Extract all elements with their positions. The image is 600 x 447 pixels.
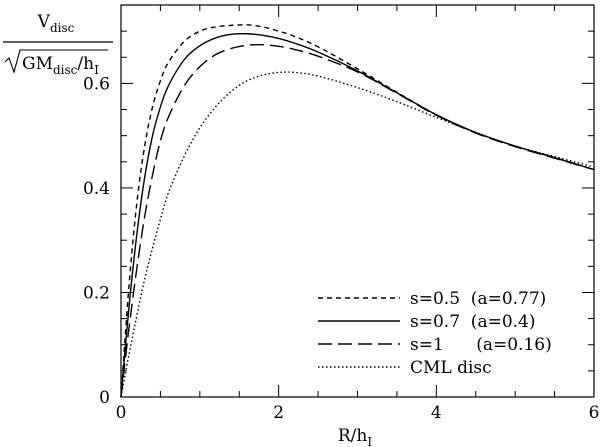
ylabel-numerator: Vdisc [37, 12, 75, 35]
xlabel-main: R/h [338, 426, 368, 446]
ylabel-v: V [37, 12, 51, 32]
legend-label-s07: s=0.7 (a=0.4) [410, 312, 536, 332]
curves [120, 24, 595, 398]
ylabel-h: /h [77, 54, 94, 74]
y-tick-label: 0.2 [83, 283, 110, 303]
ylabel-h-sub: I [94, 63, 99, 77]
curve-s1 [120, 43, 595, 398]
ylabel-group: Vdisc GMdisc/hI [3, 12, 113, 77]
legend-label-s05: s=0.5 (a=0.77) [410, 289, 546, 309]
xlabel-sub: I [367, 435, 372, 447]
legend: s=0.5 (a=0.77) s=0.7 (a=0.4) s=1 (a=0.16) C… [318, 289, 552, 378]
ylabel-gm: GM [22, 54, 53, 74]
xlabel: R/hI [338, 426, 372, 447]
y-tick-label: 0.6 [83, 74, 110, 94]
legend-label-cml: CML disc [410, 358, 492, 378]
y-tick-label: 0 [99, 388, 110, 408]
x-tick-label: 2 [273, 403, 284, 423]
curve-cml [120, 71, 595, 398]
plot-frame [120, 4, 595, 398]
x-tick-label: 4 [431, 403, 442, 423]
sqrt-symbol [4, 49, 108, 74]
ylabel-v-sub: disc [50, 21, 75, 35]
ylabel-gm-sub: disc [53, 63, 78, 77]
axis-ticks [120, 4, 595, 398]
y-tick-label: 0.4 [83, 179, 110, 199]
axis-tick-labels: 0 2 4 6 0 0.2 0.4 0.6 [83, 74, 599, 423]
x-tick-label: 0 [116, 403, 127, 423]
x-tick-label: 6 [589, 403, 600, 423]
ylabel-denominator: GMdisc/hI [22, 54, 99, 77]
legend-label-s1: s=1 (a=0.16) [410, 335, 552, 355]
